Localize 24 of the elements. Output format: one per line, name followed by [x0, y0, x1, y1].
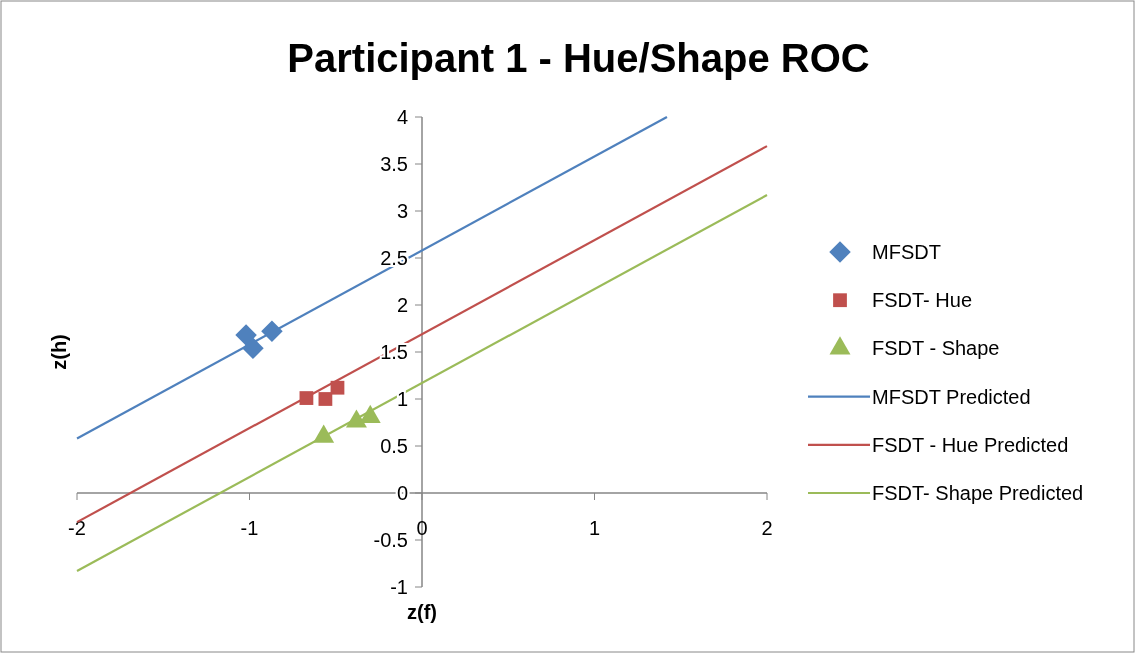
y-tick-label: 2	[396, 294, 408, 316]
legend-label: FSDT- Shape Predicted	[872, 482, 1084, 504]
legend-label: MFSDT Predicted	[872, 385, 1031, 408]
legend-label: FSDT - Hue Predicted	[872, 433, 1069, 456]
y-tick-label: 3.5	[380, 153, 408, 175]
y-tick-label: 0.5	[380, 435, 408, 457]
legend-label: FSDT- Hue	[872, 289, 973, 312]
x-tick-label: 0	[416, 517, 428, 539]
chart-title: Participant 1 - Hue/Shape ROC	[287, 36, 870, 80]
x-tick-label: 2	[761, 517, 773, 539]
y-tick-label: 3	[396, 200, 408, 222]
x-tick-label: -1	[240, 517, 259, 539]
y-tick-label: -1	[390, 576, 408, 598]
x-tick-label: 1	[588, 517, 601, 539]
y-tick-label: 4	[396, 106, 408, 128]
y-tick-label: 0	[396, 482, 408, 504]
legend-label: FSDT - Shape	[872, 337, 1000, 360]
legend-label: MFSDT	[872, 241, 941, 263]
y-tick-label: 2.5	[380, 247, 408, 269]
y-tick-label: 1	[396, 388, 408, 410]
y-tick-label: -0.5	[373, 529, 408, 551]
x-tick-label: -2	[68, 517, 86, 539]
x-axis-title: z(f)	[407, 601, 437, 623]
y-axis-title: z(h)	[48, 334, 70, 370]
